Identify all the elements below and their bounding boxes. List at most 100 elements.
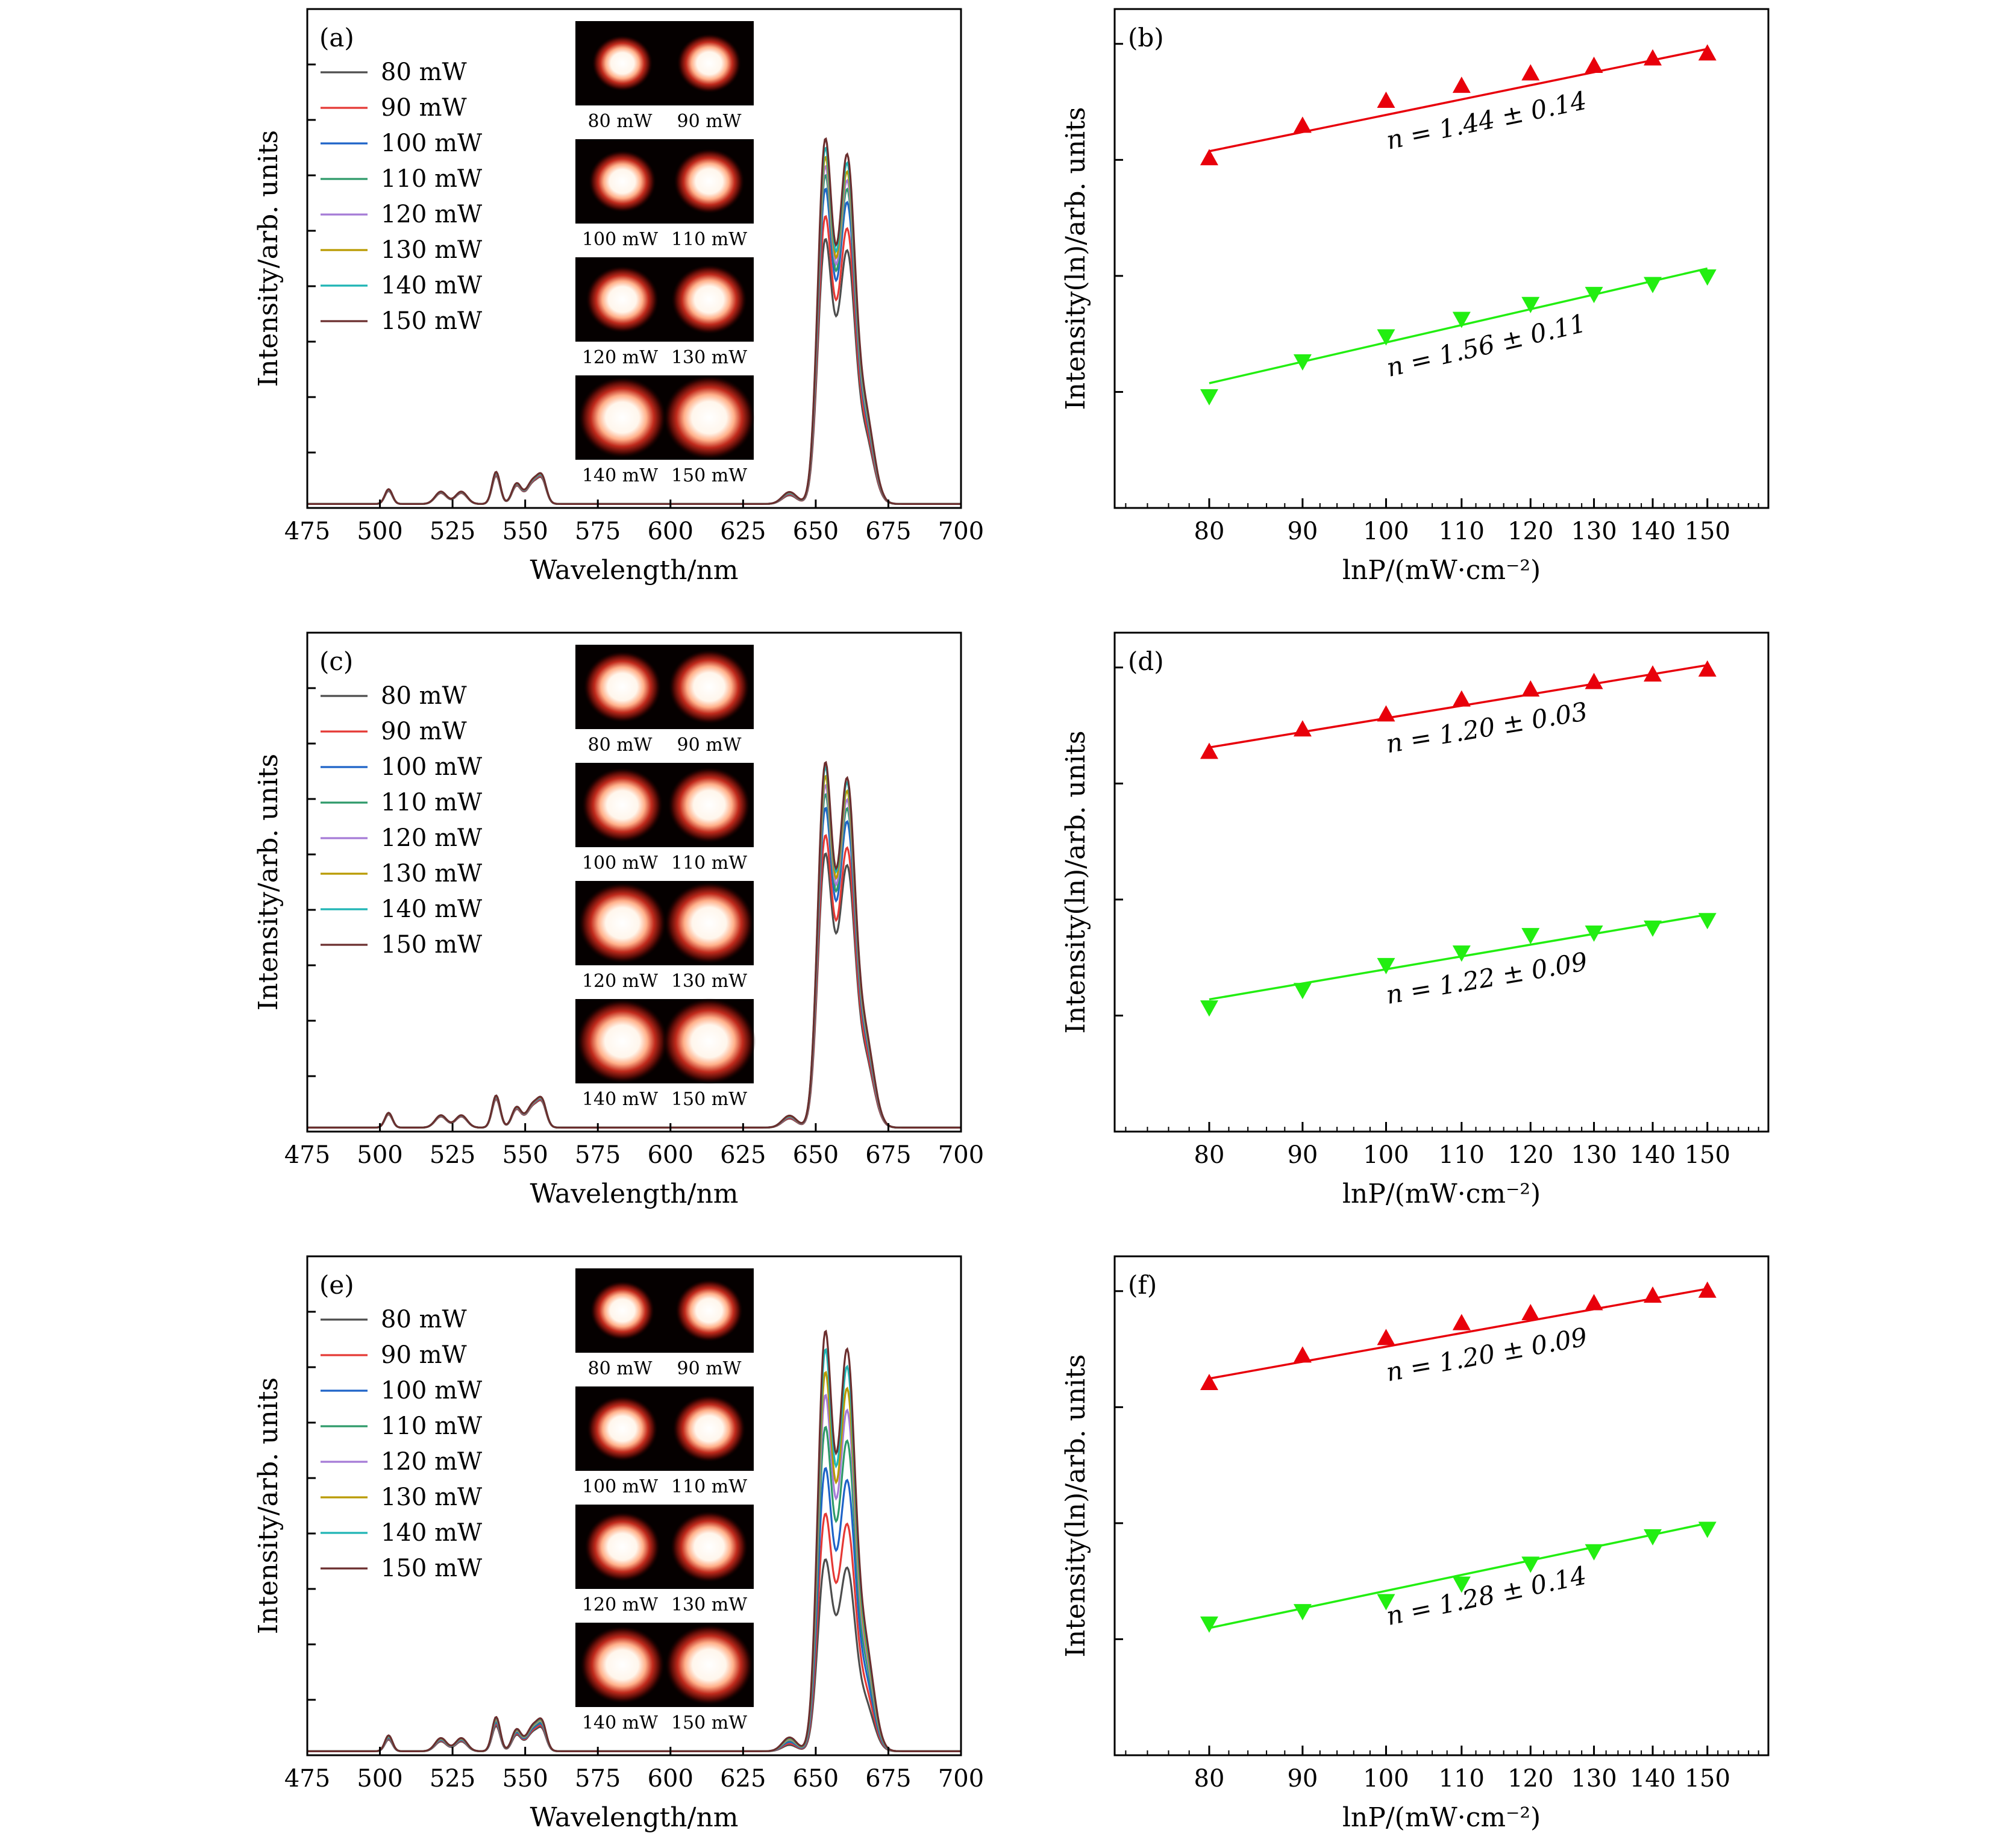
spectrum-panel: 475 500 525 550 575 600 625 650 675 700 Wavelength… — [253, 1255, 984, 1833]
x-tick-label: 700 — [938, 1765, 984, 1793]
data-point — [1521, 1304, 1540, 1321]
inset-caption: 110 mW — [671, 1476, 747, 1497]
x-tick-label: 650 — [793, 518, 839, 545]
legend-label: 90 mW — [381, 94, 467, 122]
legend-label: 110 mW — [381, 1412, 482, 1440]
legend-label: 100 mW — [381, 130, 482, 157]
x-tick-label: 100 — [1363, 1765, 1409, 1793]
data-point — [1521, 680, 1540, 697]
data-point — [1521, 64, 1540, 81]
x-tick-label: 120 — [1507, 1141, 1553, 1169]
inset-caption: 130 mW — [671, 347, 747, 368]
data-point — [1521, 1556, 1540, 1573]
x-tick-label: 625 — [720, 1141, 766, 1169]
spectrum-panel: 475 500 525 550 575 600 625 650 675 700 Wavelength… — [253, 631, 984, 1209]
plot-frame — [1113, 631, 1770, 1133]
legend-label: 120 mW — [381, 824, 482, 852]
legend-label: 140 mW — [381, 895, 482, 923]
inset-caption: 110 mW — [671, 853, 747, 874]
data-point — [1698, 1521, 1717, 1538]
legend-label: 150 mW — [381, 307, 482, 335]
y-axis-label: Intensity/arb. units — [253, 1377, 284, 1634]
plot-frame — [1113, 1255, 1770, 1756]
data-point — [1293, 1346, 1312, 1363]
inset-caption: 100 mW — [582, 1476, 658, 1497]
x-tick-label: 110 — [1439, 1141, 1485, 1169]
inset-caption: 100 mW — [582, 229, 658, 250]
legend-label: 110 mW — [381, 789, 482, 816]
data-point — [1698, 1281, 1717, 1298]
inset-caption: 120 mW — [582, 1594, 658, 1615]
x-tick-label: 525 — [430, 518, 475, 545]
legend-label: 120 mW — [381, 1448, 482, 1476]
x-tick-label: 500 — [357, 1141, 402, 1169]
data-point — [1644, 277, 1662, 293]
inset-glow-spot — [668, 650, 750, 724]
legend-label: 130 mW — [381, 236, 482, 264]
x-tick-label: 675 — [865, 1141, 911, 1169]
inset-glow-spot — [662, 998, 756, 1085]
inset-glow-spot — [675, 1279, 743, 1342]
x-tick-label: 500 — [357, 1765, 402, 1793]
x-tick-label: 600 — [648, 518, 693, 545]
fit-line — [1209, 267, 1708, 384]
inset-caption: 120 mW — [582, 971, 658, 992]
spectrum-panel: 475 500 525 550 575 600 625 650 675 700 Wavelength… — [253, 8, 984, 586]
plot-frame — [306, 8, 962, 509]
inset-caption: 150 mW — [671, 465, 747, 486]
x-tick-label: 700 — [938, 1141, 984, 1169]
inset-glow-spot — [577, 999, 668, 1083]
inset-glow-spot — [668, 767, 751, 843]
data-point — [1200, 389, 1218, 406]
x-tick-label: 140 — [1630, 518, 1676, 545]
inset-glow-spot — [586, 266, 659, 333]
inset-glow-spot — [592, 35, 653, 92]
slope-annotation: n = 1.22 ± 0.09 — [1384, 947, 1589, 1010]
inset-caption: 80 mW — [588, 735, 653, 756]
data-point — [1377, 91, 1395, 108]
x-tick-label: 575 — [575, 1141, 621, 1169]
inset-caption: 150 mW — [671, 1712, 747, 1734]
legend-label: 80 mW — [381, 682, 467, 710]
x-tick-label: 675 — [865, 1765, 911, 1793]
y-axis-label: Intensity(ln)/arb. units — [1060, 1355, 1091, 1658]
inset-glow-spot — [590, 1281, 655, 1340]
data-point — [1698, 913, 1717, 930]
data-point — [1200, 742, 1218, 759]
inset-caption: 90 mW — [677, 735, 742, 756]
x-tick-label: 475 — [284, 1141, 330, 1169]
x-axis-label: Wavelength/nm — [530, 1802, 738, 1833]
series-line — [307, 1329, 960, 1752]
data-point — [1377, 705, 1395, 722]
x-tick-label: 130 — [1571, 1765, 1617, 1793]
data-point — [1585, 1544, 1603, 1561]
x-axis-label: lnP/(mW·cm⁻²) — [1342, 1802, 1541, 1833]
x-tick-label: 475 — [284, 518, 330, 545]
x-tick-label: 90 — [1287, 518, 1318, 545]
x-tick-label: 525 — [430, 1765, 475, 1793]
legend-label: 150 mW — [381, 1555, 482, 1582]
x-tick-label: 625 — [720, 518, 766, 545]
legend-label: 80 mW — [381, 58, 467, 86]
x-tick-label: 100 — [1363, 518, 1409, 545]
data-point — [1293, 354, 1312, 371]
x-tick-label: 120 — [1507, 1765, 1553, 1793]
inset-glow-spot — [663, 375, 755, 460]
inset-caption: 110 mW — [671, 229, 747, 250]
data-point — [1377, 329, 1395, 346]
panel-label: (a) — [319, 23, 354, 52]
power-law-panel: 80 90 100 110 120 130 140 150 lnP/(mW·cm⁻²) Inten… — [1060, 1255, 1770, 1833]
inset-glow-spot — [665, 1624, 753, 1705]
inset-caption: 80 mW — [588, 111, 653, 132]
legend-label: 100 mW — [381, 753, 482, 781]
data-point — [1521, 296, 1540, 313]
legend-label: 120 mW — [381, 201, 482, 228]
data-point — [1585, 672, 1603, 689]
data-point — [1200, 1373, 1218, 1390]
x-tick-label: 575 — [575, 1765, 621, 1793]
x-tick-label: 550 — [502, 1141, 548, 1169]
data-point — [1585, 287, 1603, 304]
data-point — [1585, 57, 1603, 74]
panel-label: (d) — [1128, 647, 1164, 676]
x-tick-label: 90 — [1287, 1765, 1318, 1793]
